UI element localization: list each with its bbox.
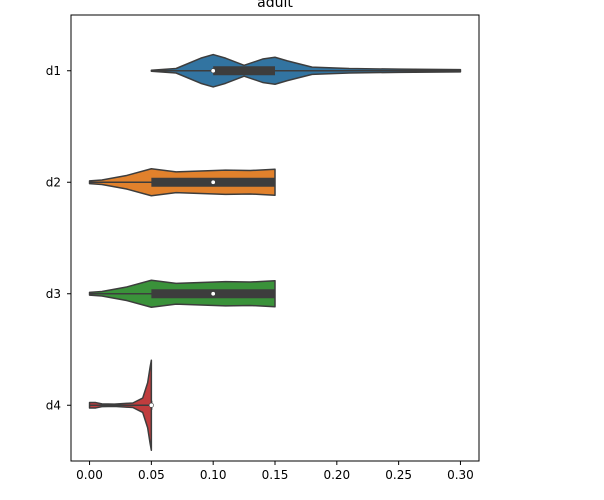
y-tick-label-d4: d4 bbox=[46, 398, 61, 412]
x-tick-label: 0.05 bbox=[138, 468, 165, 482]
violin-median-d1 bbox=[210, 68, 216, 74]
x-tick-label: 0.10 bbox=[200, 468, 227, 482]
chart-title: adult bbox=[257, 0, 293, 11]
y-axis: d1 d2 d3 d4 bbox=[46, 64, 71, 412]
violin-iqr-box-d1 bbox=[213, 66, 275, 76]
violin-median-d3 bbox=[210, 291, 216, 297]
y-tick-label-d2: d2 bbox=[46, 175, 61, 189]
x-tick-label: 0.25 bbox=[385, 468, 412, 482]
y-tick-label-d1: d1 bbox=[46, 64, 61, 78]
y-tick-label-d3: d3 bbox=[46, 287, 61, 301]
violins-layer bbox=[88, 53, 462, 451]
x-tick-label: 0.30 bbox=[447, 468, 474, 482]
violin-median-d4 bbox=[148, 402, 154, 408]
x-tick-label: 0.15 bbox=[262, 468, 289, 482]
x-tick-label: 0.00 bbox=[76, 468, 103, 482]
x-axis: 0.00 0.05 0.10 0.15 0.20 0.25 0.30 bbox=[76, 461, 474, 482]
x-tick-label: 0.20 bbox=[323, 468, 350, 482]
violin-median-d2 bbox=[210, 179, 216, 185]
